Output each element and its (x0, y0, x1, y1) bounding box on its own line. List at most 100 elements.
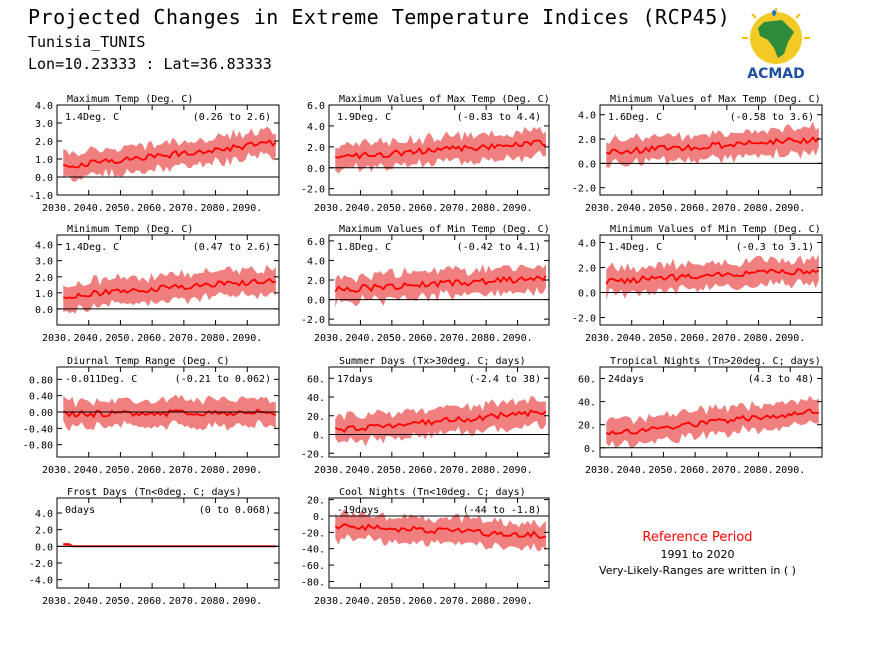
y-tick-label: 0.0 (578, 289, 596, 300)
x-tick-label: 2070. (169, 203, 199, 214)
y-tick-label: 0.0 (307, 296, 325, 307)
y-tick-label: -2.0 (572, 184, 596, 195)
chart-panel: 0.80 0.40 0.00 -0.40 -0.80 2030. 2040. 2050. 206… (23, 356, 280, 476)
x-tick-label: 2030. (42, 203, 72, 214)
x-tick-label: 2050. (377, 596, 407, 607)
y-tick-label: -20. (301, 449, 325, 460)
x-tick-label: 2070. (169, 596, 199, 607)
y-tick-label: 3.0 (35, 119, 53, 130)
station-coords: Lon=10.23333 : Lat=36.83333 (28, 55, 272, 73)
x-tick-label: 2030. (314, 465, 344, 476)
y-tick-label: 2.0 (307, 276, 325, 287)
x-tick-label: 2090. (232, 465, 262, 476)
plot-frame (599, 234, 823, 326)
likely-range: (0.47 to 2.6) (193, 242, 271, 253)
likely-range: (-2.4 to 38) (469, 374, 541, 385)
x-tick-label: 2090. (232, 596, 262, 607)
y-tick-label: 2.0 (35, 273, 53, 284)
x-tick-label: 2070. (440, 203, 470, 214)
x-tick-label: 2050. (377, 465, 407, 476)
x-tick-label: 2040. (74, 333, 104, 344)
y-tick-label: 0.0 (35, 542, 53, 553)
panel-title: Maximum Temp (Deg. C) (67, 94, 193, 105)
reference-legend: Reference Period 1991 to 2020 Very-Likel… (590, 530, 805, 577)
x-tick-label: 2090. (775, 333, 805, 344)
likely-range: (-0.3 to 3.1) (736, 242, 814, 253)
y-tick-label: 1.0 (35, 289, 53, 300)
range-band (606, 121, 819, 168)
y-tick-label: 4.0 (307, 122, 325, 133)
page-title: Projected Changes in Extreme Temperature… (28, 5, 731, 29)
x-tick-label: 2060. (137, 203, 167, 214)
x-tick-label: 2090. (232, 333, 262, 344)
plot-frame (328, 366, 550, 458)
change-value: 1.6Deg. C (608, 112, 662, 123)
y-tick-label: 0. (313, 431, 325, 442)
x-tick-label: 2030. (314, 596, 344, 607)
panel-title: Diurnal Temp Range (Deg. C) (67, 356, 230, 367)
range-band (335, 264, 546, 308)
x-tick-label: 2070. (712, 203, 742, 214)
y-tick-label: 4.0 (35, 241, 53, 252)
x-tick-label: 2060. (408, 333, 438, 344)
y-tick-label: 2.0 (35, 526, 53, 537)
y-tick-label: -2.0 (301, 315, 325, 326)
y-tick-label: 4.0 (578, 239, 596, 250)
plot-frame (56, 234, 280, 326)
x-tick-label: 2040. (617, 333, 647, 344)
x-tick-label: 2030. (585, 333, 615, 344)
x-tick-label: 2070. (169, 465, 199, 476)
x-tick-label: 2080. (201, 465, 231, 476)
y-tick-label: 0.0 (35, 305, 53, 316)
y-tick-label: 20. (307, 412, 325, 423)
median-line (334, 275, 547, 293)
median-line (334, 139, 546, 160)
x-tick-label: 2030. (42, 333, 72, 344)
y-tick-label: 20. (307, 496, 325, 507)
y-tick-label: 2.0 (578, 135, 596, 146)
reference-period: 1991 to 2020 (660, 548, 735, 561)
y-tick-label: 40. (578, 398, 596, 409)
y-tick-label: 0.00 (29, 408, 53, 419)
y-tick-label: 0.0 (35, 173, 53, 184)
x-tick-label: 2080. (471, 465, 501, 476)
x-tick-label: 2060. (408, 203, 438, 214)
y-tick-label: -4.0 (29, 576, 53, 587)
x-tick-label: 2040. (74, 203, 104, 214)
x-tick-label: 2060. (680, 333, 710, 344)
x-tick-label: 2080. (744, 203, 774, 214)
y-tick-label: -2.0 (29, 559, 53, 570)
x-tick-label: 2090. (775, 203, 805, 214)
y-tick-label: 2.0 (578, 264, 596, 275)
x-tick-label: 2080. (744, 333, 774, 344)
x-tick-label: 2080. (471, 596, 501, 607)
y-tick-label: 1.0 (35, 155, 53, 166)
y-tick-label: -20. (301, 528, 325, 539)
median-line (605, 408, 819, 436)
y-tick-label: 20. (578, 421, 596, 432)
x-tick-label: 2030. (314, 203, 344, 214)
change-value: 17days (337, 374, 373, 385)
range-note: Very-Likely-Ranges are written in ( ) (599, 564, 796, 577)
y-tick-label: 60. (307, 374, 325, 385)
change-value: 0days (65, 505, 95, 516)
y-tick-label: -1.0 (29, 191, 53, 202)
y-tick-label: 4.0 (578, 111, 596, 122)
change-value: -19days (337, 505, 379, 516)
y-tick-label: 3.0 (35, 257, 53, 268)
y-tick-label: 2.0 (307, 143, 325, 154)
x-tick-label: 2080. (201, 333, 231, 344)
likely-range: (4.3 to 48) (748, 374, 814, 385)
x-tick-label: 2040. (345, 465, 375, 476)
x-tick-label: 2070. (440, 333, 470, 344)
y-tick-label: -0.40 (23, 424, 53, 435)
chart-panel: 4.0 2.0 0.0 -2.0 -4.0 2030. 2040. 2050. 2060. 207… (29, 487, 280, 607)
x-tick-label: 2070. (440, 465, 470, 476)
range-band (606, 395, 819, 449)
logo-text: ACMAD (747, 66, 805, 82)
y-tick-label: -60. (301, 561, 325, 572)
panel-title: Maximum Values of Min Temp (Deg. C) (339, 224, 550, 235)
likely-range: (-0.42 to 4.1) (457, 242, 541, 253)
chart-panel: 20. 0. -20. -40. -60. -80. 2030. 2040. 2050. 2060… (301, 487, 550, 607)
